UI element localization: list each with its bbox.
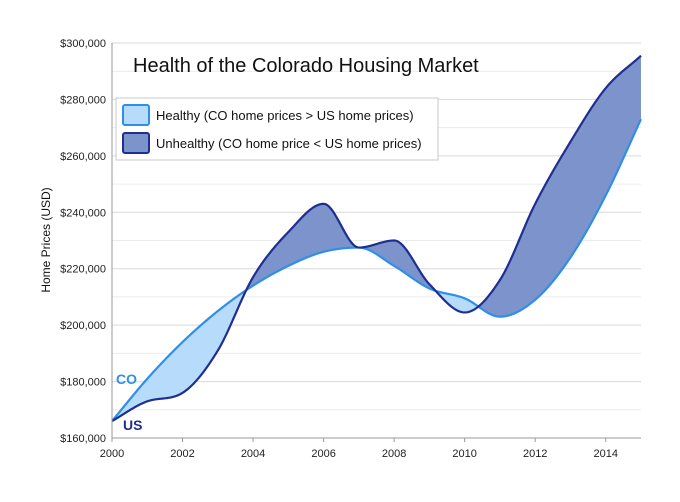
y-tick-label: $200,000: [60, 320, 106, 332]
legend-frame: [115, 97, 439, 161]
x-tick-label: 2014: [593, 448, 617, 460]
series-label-co: CO: [116, 371, 137, 387]
x-tick-label: 2000: [100, 448, 124, 460]
y-tick-label: $160,000: [60, 433, 106, 445]
y-tick-label: $180,000: [60, 377, 106, 389]
unhealthy-area: [478, 55, 641, 317]
axes: [111, 43, 641, 439]
series-label-us: US: [123, 417, 142, 433]
x-tick-label: 2010: [452, 448, 476, 460]
chart-title: Health of the Colorado Housing Market: [133, 55, 479, 77]
x-tick-label: 2002: [170, 448, 194, 460]
y-tick-label: $280,000: [60, 94, 106, 106]
x-tick-label: 2008: [382, 448, 406, 460]
y-tick-label: $240,000: [60, 207, 106, 219]
series-line-us: [111, 54, 642, 423]
legend-swatch-healthy: [122, 104, 150, 126]
healthy-area: [436, 291, 479, 313]
series-lines: [111, 54, 642, 423]
healthy-area: [112, 288, 247, 421]
x-tick-label: 2012: [523, 448, 547, 460]
x-tick-label: 2004: [241, 448, 265, 460]
legend-label-healthy: Healthy (CO home prices > US home prices…: [156, 108, 414, 123]
x-tick-labels: 2000 2002 2004 2006 2008 2010 2012 2014: [100, 438, 618, 460]
legend-label-unhealthy: Unhealthy (CO home price < US home price…: [156, 136, 422, 151]
legend[interactable]: Healthy (CO home prices > US home prices…: [115, 97, 439, 161]
y-tick-label: $260,000: [60, 151, 106, 163]
y-axis-label: Home Prices (USD): [39, 187, 53, 292]
x-tick-label: 2006: [311, 448, 335, 460]
series-line-co: [111, 118, 642, 422]
y-tick-labels: $160,000 $180,000 $200,000 $220,000 $240,000…: [60, 38, 106, 445]
y-tick-label: $220,000: [60, 264, 106, 276]
legend-swatch-unhealthy: [122, 132, 150, 154]
y-tick-label: $300,000: [60, 38, 106, 50]
